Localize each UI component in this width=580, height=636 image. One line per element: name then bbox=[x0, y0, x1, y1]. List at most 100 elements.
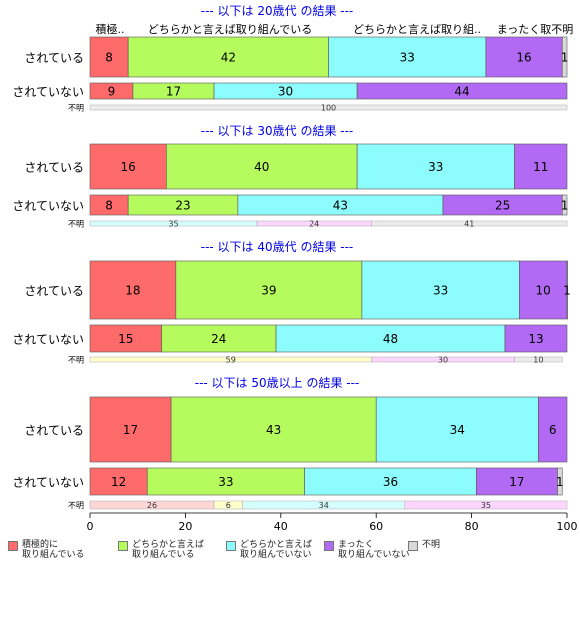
bar-segment bbox=[304, 467, 477, 496]
bar-segment bbox=[127, 36, 329, 78]
legend-swatch bbox=[408, 541, 418, 551]
column-header: まったく取不明 bbox=[497, 23, 574, 36]
unknown-segment bbox=[89, 104, 568, 111]
bar-value-label: 33 bbox=[218, 475, 233, 489]
bar-value-label: 17 bbox=[123, 423, 138, 437]
legend-label: 積極的に 取り組んでいる bbox=[22, 540, 85, 560]
legend: 積極的に 取り組んでいる どちらかと言えば 取り組んでいる どちらかと言えば 取り組… bbox=[8, 540, 573, 580]
legend-swatch bbox=[226, 541, 236, 551]
bar-segment bbox=[170, 396, 377, 463]
bar-segment bbox=[538, 396, 568, 463]
unknown-value-label: 24 bbox=[309, 220, 319, 229]
legend-item: どちらかと言えば 取り組んでいる bbox=[118, 540, 204, 560]
bar-value-label: 6 bbox=[549, 423, 557, 437]
legend-swatch bbox=[8, 541, 18, 551]
chart-group: --- 以下は 40歳代 の結果 --- されている 18 39 33 10 1 されていない… bbox=[12, 240, 570, 365]
row-label: されている bbox=[24, 51, 84, 65]
bar-segment bbox=[356, 82, 568, 100]
unknown-row-label: 不明 bbox=[68, 501, 84, 510]
x-tick-label: 100 bbox=[557, 520, 578, 533]
bar-value-label: 48 bbox=[383, 332, 398, 346]
x-tick-label: 0 bbox=[87, 520, 94, 533]
bar-segment bbox=[361, 260, 520, 320]
unknown-row-label: 不明 bbox=[68, 356, 84, 365]
bar-value-label: 33 bbox=[428, 160, 443, 174]
bar-value-label: 17 bbox=[166, 85, 181, 99]
bar-value-label: 34 bbox=[450, 423, 465, 437]
row-label: されていない bbox=[12, 85, 84, 99]
bar-value-label: 36 bbox=[383, 475, 398, 489]
unknown-value-label: 34 bbox=[319, 501, 329, 510]
legend-item: 不明 bbox=[408, 540, 440, 551]
bar-value-label: 39 bbox=[261, 284, 276, 298]
row-label: されていない bbox=[12, 333, 84, 347]
legend-label: まったく 取り組んでいない bbox=[338, 540, 410, 560]
x-tick-label: 80 bbox=[465, 520, 479, 533]
bar-value-label: 43 bbox=[266, 423, 281, 437]
unknown-value-label: 35 bbox=[481, 501, 491, 510]
chart-group: --- 以下は 20歳代 の結果 --- されている 8 42 33 16 1 されていない 9… bbox=[12, 4, 568, 113]
bar-segment bbox=[89, 260, 177, 320]
unknown-value-label: 41 bbox=[464, 220, 474, 229]
column-headers: 積極.. どちらかと言えば取り組んでいる どちらかと言えば取り組.. まったく取不明 bbox=[96, 22, 574, 36]
bar-value-label: 24 bbox=[211, 332, 226, 346]
unknown-value-label: 10 bbox=[533, 356, 543, 365]
unknown-row-label: 不明 bbox=[68, 220, 84, 229]
legend-label: どちらかと言えば 取り組んでいない bbox=[240, 540, 313, 560]
bar-value-label: 8 bbox=[105, 51, 113, 65]
bar-segment bbox=[275, 324, 506, 353]
unknown-segment bbox=[404, 500, 568, 510]
bar-segment bbox=[485, 36, 563, 78]
bar-segment bbox=[89, 143, 167, 190]
row-label: されている bbox=[24, 424, 84, 438]
unknown-value-label: 30 bbox=[438, 356, 448, 365]
unknown-value-label: 100 bbox=[321, 104, 336, 113]
bar-value-label: 15 bbox=[118, 332, 133, 346]
bar-value-label: 40 bbox=[254, 160, 269, 174]
chart-group: --- 以下は 30歳代 の結果 --- されている 16 40 33 11 されていない 8… bbox=[12, 124, 568, 229]
x-axis: 0 20 40 60 80 100 bbox=[87, 512, 578, 533]
bar-value-label: 8 bbox=[105, 199, 113, 213]
bar-value-label: 1 bbox=[563, 284, 571, 298]
unknown-value-label: 35 bbox=[168, 220, 178, 229]
legend-label: 不明 bbox=[422, 540, 441, 550]
bar-value-label: 42 bbox=[221, 51, 236, 65]
bar-segment bbox=[356, 143, 515, 190]
row-label: されている bbox=[24, 161, 84, 175]
bar-segment bbox=[557, 467, 563, 496]
column-header: どちらかと言えば取り組.. bbox=[353, 23, 481, 36]
bar-value-label: 12 bbox=[111, 475, 126, 489]
bar-value-label: 11 bbox=[533, 160, 548, 174]
row-label: されていない bbox=[12, 476, 84, 490]
bar-value-label: 1 bbox=[561, 51, 569, 65]
bar-segment bbox=[89, 396, 172, 463]
bar-segment bbox=[561, 194, 568, 216]
bar-segment bbox=[89, 467, 148, 496]
bar-value-label: 33 bbox=[433, 284, 448, 298]
row-label: されていない bbox=[12, 199, 84, 213]
bar-segment bbox=[518, 260, 568, 320]
bar-segment bbox=[161, 324, 277, 353]
unknown-value-label: 59 bbox=[226, 356, 236, 365]
x-tick-label: 20 bbox=[178, 520, 192, 533]
bar-segment bbox=[504, 324, 568, 353]
unknown-row-label: 不明 bbox=[68, 104, 84, 113]
bar-value-label: 44 bbox=[454, 85, 469, 99]
legend-item: どちらかと言えば 取り組んでいない bbox=[226, 540, 312, 560]
bar-value-label: 16 bbox=[121, 160, 136, 174]
bar-value-label: 16 bbox=[516, 51, 531, 65]
bar-segment bbox=[566, 260, 568, 320]
bar-value-label: 1 bbox=[556, 475, 564, 489]
bar-value-label: 9 bbox=[108, 85, 116, 99]
bar-value-label: 13 bbox=[528, 332, 543, 346]
bar-value-label: 1 bbox=[561, 199, 569, 213]
unknown-segment bbox=[371, 220, 568, 227]
legend-item: まったく 取り組んでいない bbox=[324, 540, 410, 560]
group-title: --- 以下は 50歳以上 の結果 --- bbox=[195, 376, 360, 390]
bar-value-label: 25 bbox=[495, 199, 510, 213]
bar-value-label: 43 bbox=[333, 199, 348, 213]
bar-segment bbox=[375, 396, 539, 463]
row-label: されている bbox=[24, 284, 84, 298]
legend-label: どちらかと言えば 取り組んでいる bbox=[132, 540, 205, 560]
